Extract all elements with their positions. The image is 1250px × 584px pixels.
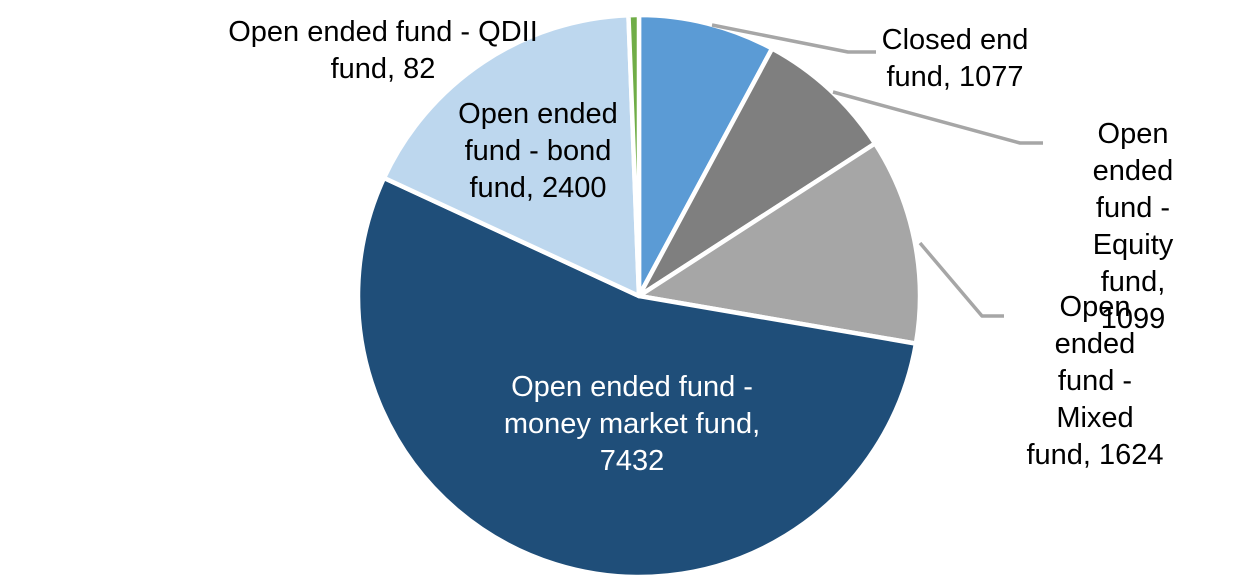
data-label-closed-end-fund: Closed end fund, 1077 <box>881 24 1029 93</box>
pie-slice-mixed-fund <box>636 141 923 346</box>
data-label-money-market-fund: Open ended fund - money market fund, 743… <box>503 371 761 477</box>
pie-slice-equity-fund <box>636 46 878 299</box>
pie-slice-money-market-fund <box>355 175 919 580</box>
pie-slice-closed-end-fund <box>636 12 775 299</box>
pie-slice-bond-fund <box>381 12 642 299</box>
leader-line-closed-end-fund <box>711 23 876 54</box>
data-label-bond-fund: Open ended fund - bond fund, 2400 <box>458 98 618 204</box>
leader-line-equity-fund <box>832 90 1043 145</box>
pie-slice-qdii-fund <box>626 12 642 299</box>
data-label-qdii-fund: Open ended fund - QDII fund, 82 <box>228 16 538 85</box>
data-label-mixed-fund: Open ended fund - Mixed fund, 1624 <box>1026 291 1164 471</box>
data-label-equity-fund: Open ended fund - Equity fund, 1099 <box>1092 118 1174 335</box>
leader-line-mixed-fund <box>918 241 1004 318</box>
